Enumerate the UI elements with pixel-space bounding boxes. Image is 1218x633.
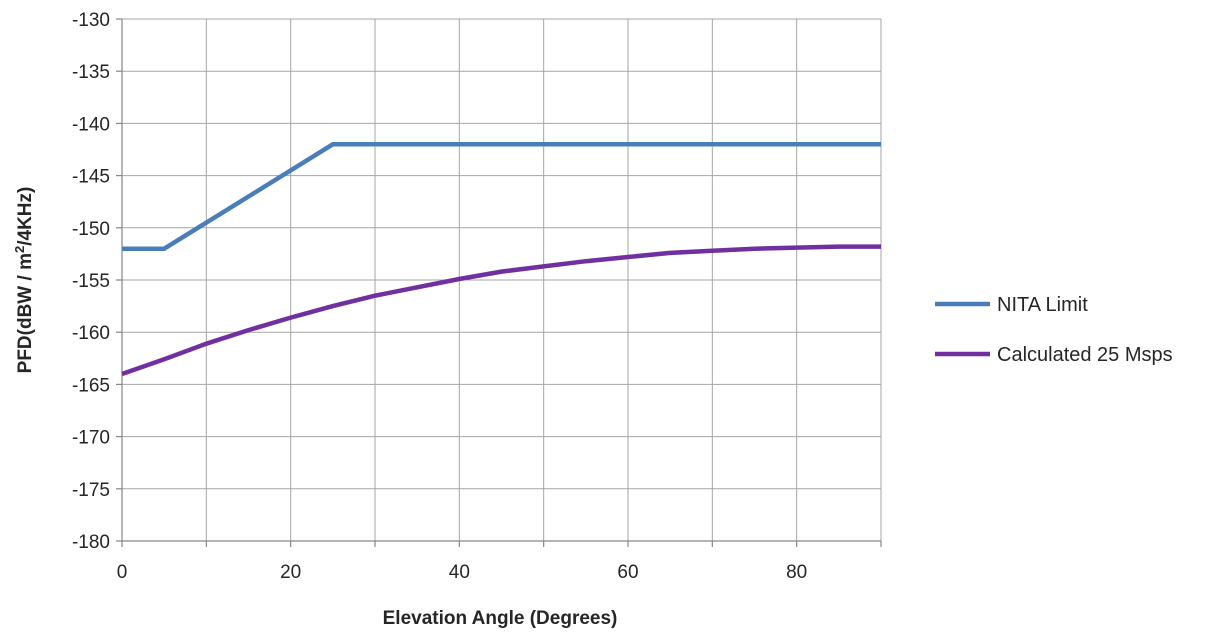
series-line-1 [122, 142, 881, 251]
x-axis-title: Elevation Angle (Degrees) [383, 608, 618, 629]
y-tick-label: -140 [72, 114, 110, 135]
y-tick-label: -170 [72, 428, 110, 449]
y-tick-label: -145 [72, 167, 110, 188]
legend: NITA Limit Calculated 25 Msps [935, 294, 1173, 366]
y-tick-label: -175 [72, 480, 110, 501]
y-tick-labels: -130 -135 -140 -145 -150 -155 -160 -165 -170 -175… [72, 10, 110, 553]
y-tick-label: -150 [72, 219, 110, 240]
x-tick-label: 20 [280, 562, 301, 583]
y-tick-label: -180 [72, 532, 110, 553]
x-tick-label: 60 [617, 562, 638, 583]
x-tick-label: 80 [786, 562, 807, 583]
y-axis-title: PFD(dBW / m2/4KHz) [12, 187, 37, 374]
y-axis-title-superscript: 2 [12, 246, 27, 253]
x-tick-label: 0 [117, 562, 128, 583]
x-tick-label: 40 [449, 562, 470, 583]
grid [121, 18, 882, 542]
y-tick-label: -155 [72, 271, 110, 292]
y-tick-label: -135 [72, 62, 110, 83]
y-axis-title-suffix: /4KHz) [15, 187, 36, 246]
y-tick-label: -160 [72, 323, 110, 344]
series-line-2 [121, 244, 881, 377]
legend-label-2: Calculated 25 Msps [997, 344, 1173, 366]
axes [116, 18, 882, 547]
series-lines [121, 142, 881, 377]
legend-label-1: NITA Limit [997, 294, 1088, 316]
y-axis-title-prefix: PFD(dBW / m [15, 253, 36, 373]
x-tick-labels: 0 20 40 60 80 [117, 562, 808, 583]
y-tick-label: -165 [72, 375, 110, 396]
y-tick-label: -130 [72, 10, 110, 31]
